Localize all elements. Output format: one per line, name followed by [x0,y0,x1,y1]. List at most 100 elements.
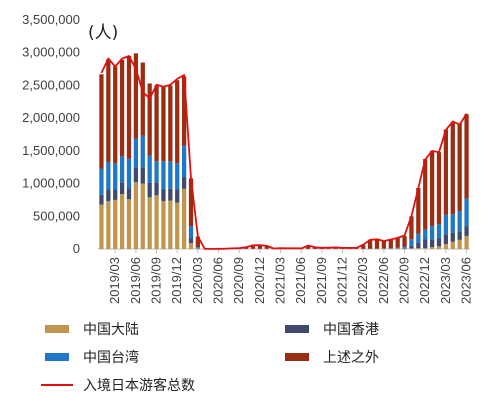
bar-segment [154,85,159,162]
bar-segment [409,248,414,249]
bar-segment [133,53,139,139]
bar-segment [119,182,125,195]
bar-segment [140,62,145,136]
bar-segment [175,163,180,190]
bar-segment [436,224,442,239]
bar-segment [257,245,263,249]
bar-segment [168,188,173,201]
bar-segment [367,239,373,249]
bar-segment [416,188,421,234]
bar-segment [416,242,421,249]
x-tick-label: 2022/09 [397,257,412,304]
x-tick-label: 2020/03 [190,257,205,304]
bar-segment [402,248,407,249]
bar-segment [147,182,152,198]
bar-segment [464,198,469,227]
bar-segment [436,246,442,249]
bar-segment [126,55,132,159]
bar-segment [195,236,201,248]
bar-segment [126,158,132,189]
bar-segment [450,241,455,249]
bar-segment [423,159,428,230]
bar-segment [395,237,400,248]
bar-segment [140,183,145,249]
bar-segment [395,247,400,249]
line-layer [100,55,468,250]
bar-segment [140,167,145,184]
y-tick-label: 1,500,000 [22,143,80,158]
bar-segment [106,59,111,162]
bar-segment [195,248,201,249]
x-tick-label: 2021/12 [335,257,350,304]
bar-segment [113,66,118,164]
bar-segment [147,197,152,249]
bar-segment [250,245,256,249]
bar-segment [409,216,414,240]
bar-segment [133,138,139,168]
bar-segment [119,59,125,157]
bar-segment [443,214,449,235]
bar-segment [154,161,159,183]
bar-segment [106,161,111,190]
bar-segment [175,80,180,164]
bar-segment [188,178,194,227]
bar-segment [457,211,462,232]
x-tick-label: 2022/12 [417,257,432,304]
bar-segment [450,232,455,242]
bar-segment [436,152,442,225]
bar-segment [402,247,407,249]
bar-segment [416,248,421,249]
bar-segment [113,199,118,249]
bar-segment [388,239,393,249]
bar-segment [305,246,311,249]
bar-segment [140,135,145,168]
bar-segment [188,226,194,239]
bar-segment [181,76,187,146]
total-visitors-line [100,55,468,250]
bar-segment [429,247,435,249]
bar-segment [147,155,152,183]
bar-segment [409,245,414,249]
bar-segment [402,236,407,247]
bar-segment [175,189,180,203]
bar-segment [126,199,132,249]
bar-segment [126,188,132,200]
bar-segment [457,231,462,240]
y-tick-label: 1,000,000 [22,176,80,191]
y-tick-label: 0 [73,241,80,256]
bars [99,53,469,249]
bar-segment [133,167,139,183]
bar-segment [416,233,421,243]
x-tick-label: 2023/06 [459,257,474,304]
legend-label: 中国香港 [323,322,379,338]
bar-segment [443,244,449,249]
bar-segment [381,241,387,249]
bar-segment [423,239,428,249]
bar-segment [429,226,435,240]
y-tick-label: 2,500,000 [22,77,80,92]
bar-segment [464,114,469,199]
x-tick-label: 2021/06 [293,257,308,304]
legend-box-swatch [45,325,69,333]
bar-segment [113,163,118,190]
legend-box-swatch [285,325,309,333]
bar-segment [99,194,104,205]
bar-segment [374,239,380,249]
x-tick-label: 2019/09 [149,257,164,304]
bar-segment [264,246,269,249]
bar-segment [113,189,118,200]
x-tick-label: 2021/03 [273,257,288,304]
bar-segment [457,239,462,249]
y-tick-label: 3,000,000 [22,45,80,60]
bar-segment [195,247,201,248]
bar-segment [119,194,125,249]
x-tick-label: 2020/09 [231,257,246,304]
bar-segment [168,85,173,162]
bar-segment [161,161,166,189]
bar-segment [106,201,111,249]
bar-segment [450,214,455,233]
bar-segment [99,74,104,169]
x-tick-label: 2022/06 [376,257,391,304]
